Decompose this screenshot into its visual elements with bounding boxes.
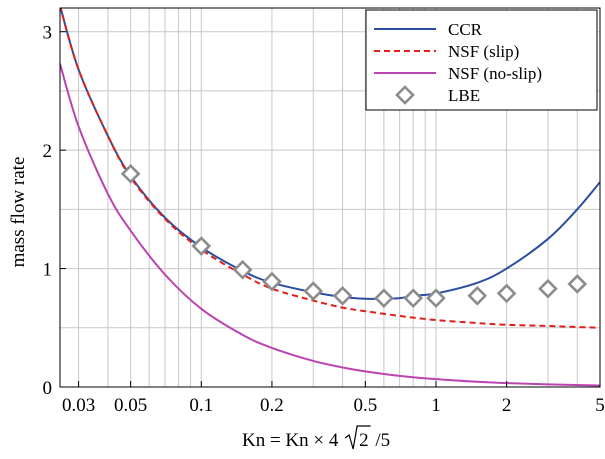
x-axis-label-tail: /5 — [371, 430, 391, 451]
y-tick-label: 1 — [43, 260, 53, 281]
legend-item-nsf-slip: NSF (slip) — [374, 42, 519, 61]
legend-item-ccr: CCR — [374, 20, 483, 39]
data-point-lbe — [374, 288, 394, 309]
x-axis-label: Kn = Kn × 4 2 /5 — [242, 425, 391, 451]
sqrt-sign — [344, 425, 371, 450]
legend-label-ccr: CCR — [448, 20, 483, 39]
legend-label-nsf-no-slip: NSF (no-slip) — [448, 64, 542, 83]
data-point-lbe — [303, 281, 324, 301]
x-tick-label: 5 — [595, 395, 605, 416]
x-tick-label: 0.03 — [62, 395, 95, 416]
y-tick-label: 0 — [43, 378, 53, 399]
data-point-lbe — [403, 288, 424, 309]
series-nsf-no-slip — [60, 63, 600, 387]
legend-item-nsf-no-slip: NSF (no-slip) — [374, 64, 542, 83]
x-tick-label: 0.2 — [260, 395, 284, 416]
series-line-nsf-no-slip — [60, 63, 600, 387]
axis-ticks — [60, 31, 601, 388]
plot-frame — [59, 7, 601, 388]
tick-labels: 0.03 0.05 0.1 0.2 0.5 1 2 5 0 1 2 3 — [43, 23, 605, 416]
x-tick-label: 2 — [502, 395, 512, 416]
data-point-lbe — [567, 274, 588, 294]
data-point-lbe — [332, 285, 353, 306]
data-point-lbe — [467, 285, 488, 306]
series-lbe — [120, 163, 588, 309]
y-axis-label: mass flow rate — [8, 157, 29, 268]
legend-item-lbe: LBE — [395, 85, 480, 105]
data-point-lbe — [191, 236, 212, 256]
x-tick-label: 0.05 — [114, 395, 147, 416]
data-point-lbe — [232, 259, 253, 280]
grid-lines — [60, 8, 601, 387]
y-tick-label: 2 — [43, 141, 53, 162]
legend-swatch-lbe — [395, 85, 415, 105]
data-point-lbe — [262, 271, 282, 292]
legend-label-lbe: LBE — [448, 86, 480, 105]
data-point-lbe — [496, 283, 517, 304]
data-point-lbe — [426, 288, 446, 309]
y-tick-label: 3 — [43, 23, 53, 44]
x-tick-label: 0.5 — [353, 395, 377, 416]
x-axis-label-main: Kn = Kn × 4 — [242, 430, 343, 451]
x-tick-label: 0.1 — [189, 395, 213, 416]
data-point-lbe — [120, 163, 141, 184]
legend: CCR NSF (slip) NSF (no-slip) LBE — [365, 9, 598, 111]
x-axis-label-radicand: 2 — [359, 430, 369, 451]
x-tick-label: 1 — [431, 395, 441, 416]
series-layer — [60, 8, 600, 387]
legend-label-nsf-slip: NSF (slip) — [448, 42, 519, 61]
data-point-lbe — [538, 278, 558, 299]
